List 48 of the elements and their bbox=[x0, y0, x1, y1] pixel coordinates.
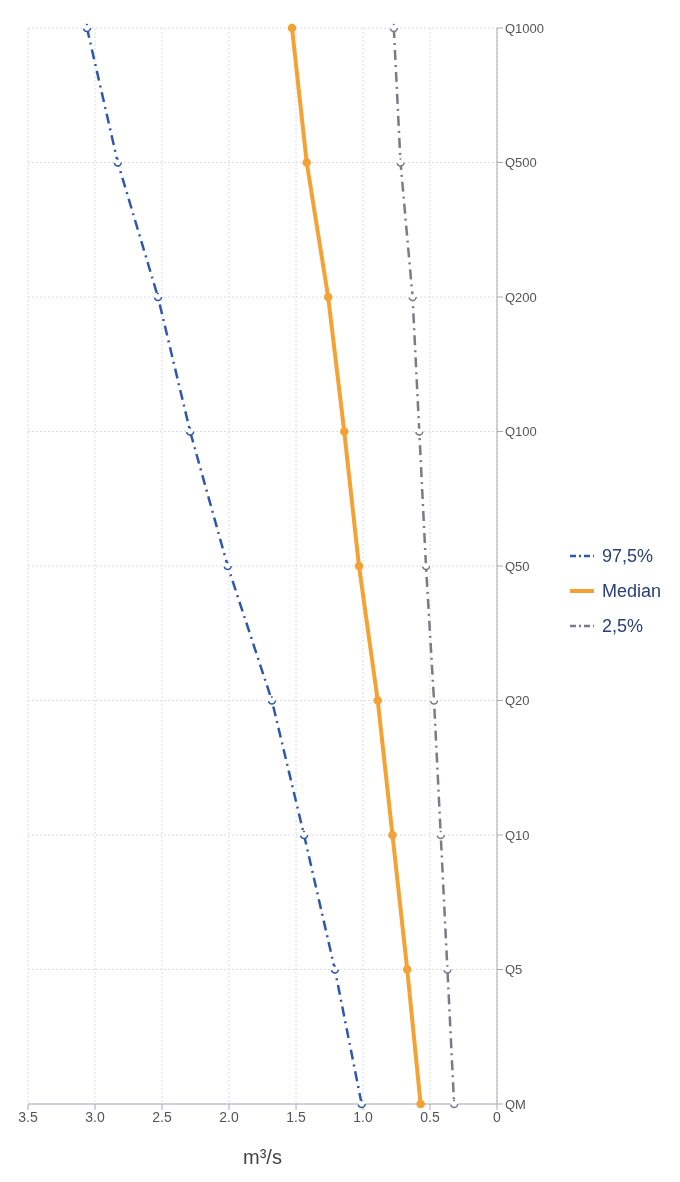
x-tick-label: 1.5 bbox=[286, 1108, 306, 1125]
x-tick-label: 3.0 bbox=[85, 1108, 105, 1125]
point bbox=[429, 696, 439, 705]
point bbox=[299, 830, 309, 840]
y-tick-label: Q500 bbox=[505, 155, 537, 171]
point bbox=[153, 292, 163, 302]
x-tick-label: 2.5 bbox=[152, 1108, 172, 1125]
point bbox=[357, 1099, 366, 1109]
point bbox=[396, 158, 405, 167]
y-tick-label: Q200 bbox=[505, 289, 537, 305]
point bbox=[443, 965, 452, 974]
point bbox=[402, 965, 412, 974]
y-tick-label: Q50 bbox=[505, 558, 530, 574]
legend-label: 2,5% bbox=[602, 615, 644, 637]
point bbox=[82, 23, 92, 33]
point bbox=[354, 561, 364, 571]
x-tick-label: 1.0 bbox=[353, 1108, 373, 1125]
point bbox=[421, 561, 431, 571]
point bbox=[323, 292, 333, 302]
x-tick-label: 3.5 bbox=[18, 1108, 38, 1125]
legend-label: 97,5% bbox=[602, 545, 654, 567]
point bbox=[388, 830, 397, 840]
point bbox=[373, 696, 382, 705]
legend-label: Median bbox=[602, 580, 662, 602]
point bbox=[416, 1099, 425, 1109]
y-tick-label: QM bbox=[505, 1096, 526, 1112]
point bbox=[287, 23, 297, 33]
y-tick-label: Q10 bbox=[505, 827, 530, 843]
y-tick-label: Q100 bbox=[505, 424, 537, 440]
y-tick-label: Q1000 bbox=[505, 20, 545, 36]
point bbox=[339, 427, 349, 436]
point bbox=[415, 427, 424, 436]
x-tick-label: 2.0 bbox=[219, 1108, 239, 1125]
point bbox=[302, 158, 311, 167]
point bbox=[223, 561, 232, 571]
y-tick-label: Q20 bbox=[505, 693, 530, 709]
x-axis-title: m³/s bbox=[243, 1146, 282, 1168]
point bbox=[267, 696, 277, 705]
y-tick-label: Q5 bbox=[505, 962, 523, 978]
x-tick-label: 0.5 bbox=[420, 1108, 440, 1125]
point bbox=[449, 1099, 459, 1109]
point bbox=[408, 292, 417, 302]
x-tick-label: 0 bbox=[493, 1108, 502, 1125]
point bbox=[389, 23, 399, 33]
point bbox=[436, 830, 445, 840]
point bbox=[113, 158, 123, 167]
point bbox=[330, 965, 340, 974]
point bbox=[185, 427, 195, 436]
